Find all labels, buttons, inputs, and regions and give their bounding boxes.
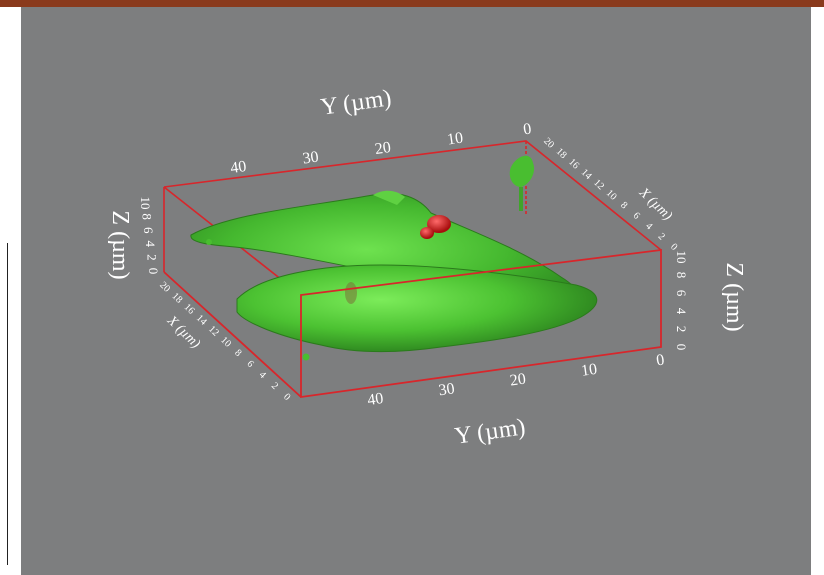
z-axis-title-left: Z (µm)	[107, 210, 133, 279]
tk-ybot-label-3: 10	[580, 361, 598, 380]
bounding-box-front	[163, 248, 662, 399]
tk-xr-label-9: 18	[554, 146, 569, 161]
tk-xr-label-10: 20	[541, 136, 556, 151]
tk-xr-label-4: 8	[618, 200, 629, 211]
tk-xl-label-5: 10	[218, 335, 233, 350]
red-marker	[420, 215, 451, 239]
tk-ytop-label-4: 0	[522, 121, 532, 139]
tk-ytop-label-0: 40	[229, 158, 247, 177]
box-left-bottom-edge	[163, 271, 302, 398]
render-viewport: Y (µm) Y (µm) Z (µm) Z (µm) X (µm) X (µm…	[21, 7, 811, 575]
tk-zr-label-1: 8	[674, 272, 689, 279]
tk-xr-label-0: 0	[668, 242, 679, 253]
tk-zl-label-5: 0	[146, 268, 161, 275]
tk-ytop-label-1: 30	[302, 149, 320, 168]
tk-zr-label-5: 0	[674, 344, 689, 351]
tk-xr-label-5: 10	[604, 188, 619, 203]
green-speck-cluster	[206, 155, 535, 361]
tk-xl-label-8: 16	[182, 302, 197, 317]
z-left-tick-labels: 10 8 6 4 2 0	[138, 197, 161, 275]
top-accent-bar	[0, 0, 824, 7]
tk-ybot-label-4: 0	[655, 352, 665, 370]
tk-xr-label-8: 16	[566, 157, 581, 172]
tk-xr-label-2: 4	[643, 221, 654, 232]
tk-ytop-label-3: 10	[446, 130, 464, 149]
z-axis-title-right: Z (µm)	[721, 262, 747, 331]
tk-zl-label-4: 2	[144, 254, 159, 261]
green-cell-lower	[236, 264, 598, 353]
tk-xl-label-3: 6	[245, 359, 256, 370]
tk-zl-label-2: 6	[141, 227, 156, 234]
tk-zr-label-0: 10	[674, 251, 689, 264]
y-top-tick-labels: 40 30 20 10 0	[229, 121, 532, 178]
tk-zr-label-4: 2	[674, 326, 689, 333]
tk-xl-label-6: 12	[206, 324, 221, 339]
y-bottom-tick-labels: 40 30 20 10 0	[366, 352, 665, 410]
z-right-tick-labels: 10 8 6 4 2 0	[674, 251, 689, 351]
3d-render-svg: Y (µm) Y (µm) Z (µm) Z (µm) X (µm) X (µm…	[107, 85, 747, 450]
x-axis-title-right: X (µm)	[635, 185, 675, 224]
tk-zr-label-2: 6	[674, 290, 689, 297]
tk-xl-label-9: 18	[170, 291, 185, 306]
tk-ytop-label-2: 20	[374, 139, 392, 158]
tk-xr-label-7: 14	[579, 167, 594, 182]
tk-zl-label-3: 4	[143, 241, 158, 248]
y-axis-title-top: Y (µm)	[319, 85, 393, 121]
tk-zr-label-3: 4	[674, 308, 689, 315]
tk-zl-label-1: 8	[140, 213, 155, 220]
tk-zl-label-0: 10	[138, 197, 153, 210]
tk-ybot-label-0: 40	[366, 390, 384, 409]
tk-xr-label-3: 6	[631, 210, 642, 221]
tk-ybot-label-2: 20	[509, 371, 527, 390]
tk-ybot-label-1: 30	[438, 380, 456, 399]
tk-xl-label-0: 0	[281, 392, 292, 403]
tk-xl-label-1: 2	[269, 381, 280, 392]
y-axis-title-bottom: Y (µm)	[453, 414, 527, 450]
tk-xl-label-4: 8	[232, 348, 243, 359]
box-front-face	[300, 248, 662, 399]
tk-xr-label-6: 12	[591, 177, 606, 192]
tk-xl-label-2: 4	[257, 370, 268, 381]
left-border-line	[7, 243, 8, 565]
tk-xl-label-7: 14	[194, 313, 209, 328]
tk-xl-label-10: 20	[157, 280, 172, 295]
tk-xr-label-1: 2	[656, 231, 667, 242]
